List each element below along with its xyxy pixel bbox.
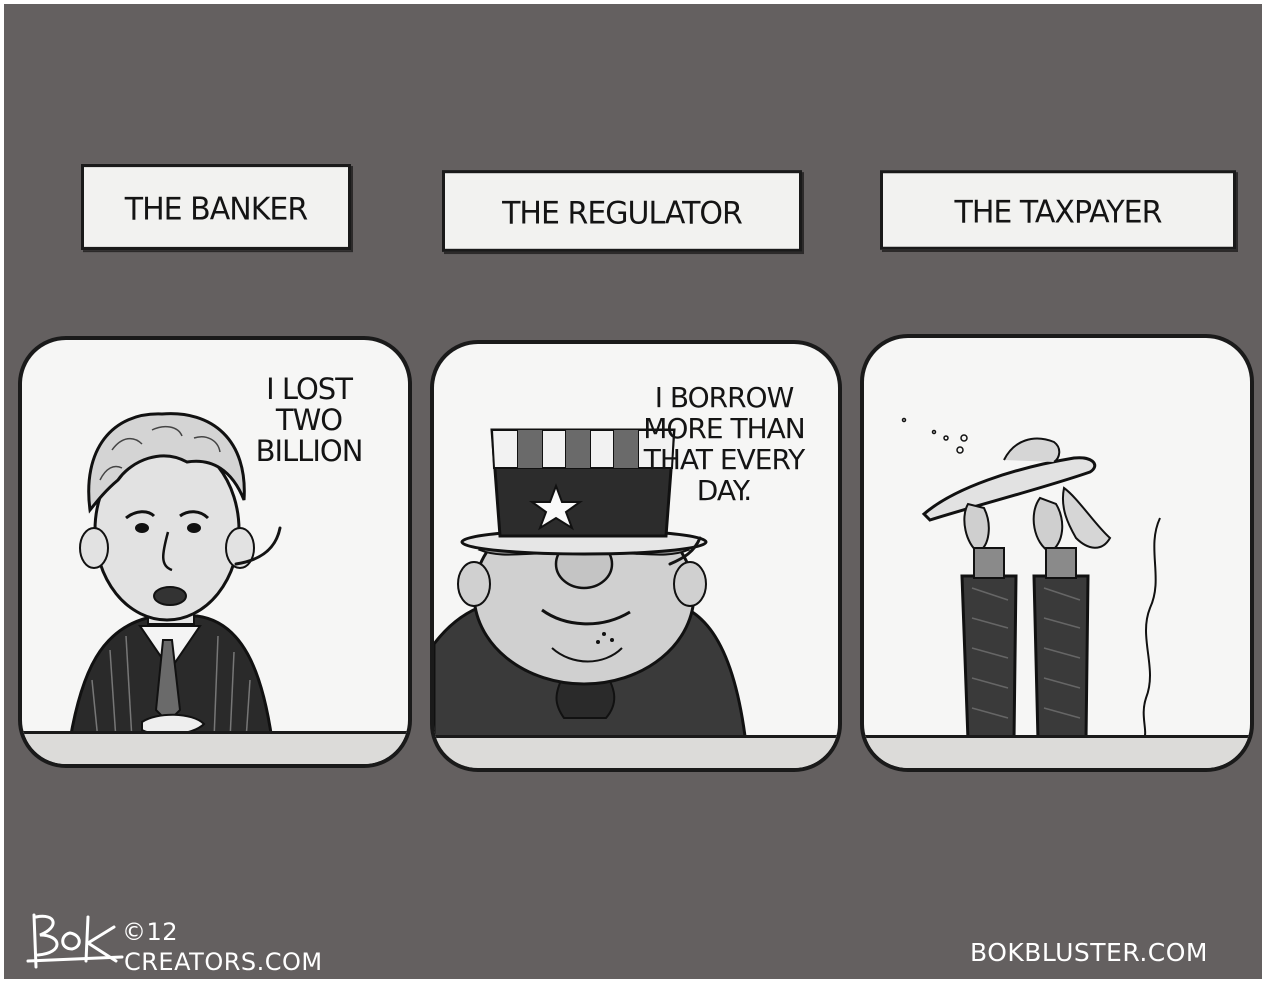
copyright-year: ©12 [122, 918, 179, 946]
speech-line: I BORROW [654, 381, 795, 414]
speech-line: MORE THAN [643, 412, 806, 445]
speech-line: THAT EVERY [643, 443, 805, 476]
desk [22, 731, 408, 764]
speech-line: DAY. [696, 474, 752, 507]
uncle-sam-figure [434, 428, 748, 768]
panel-taxpayer [860, 334, 1254, 772]
speech-tail-banker [234, 526, 282, 566]
panel-banker [18, 336, 412, 768]
website-credit: BOKBLUSTER.COM [970, 938, 1208, 967]
speech-line: BILLION [255, 434, 364, 468]
speech-regulator: I BORROW MORE THAN THAT EVERY DAY. [614, 382, 834, 506]
speech-line: I LOST [266, 372, 353, 406]
artist-signature [26, 913, 124, 969]
desk [864, 735, 1250, 768]
speech-line: TWO [275, 403, 343, 437]
panel-regulator [430, 340, 842, 772]
upside-down-taxpayer-figure [901, 417, 1161, 742]
caption-taxpayer: THE TAXPAYER [880, 170, 1236, 250]
caption-regulator: THE REGULATOR [442, 170, 802, 252]
syndicate-credit: CREATORS.COM [124, 948, 323, 976]
caption-banker: THE BANKER [81, 163, 351, 251]
desk [434, 735, 838, 768]
banker-figure [68, 412, 274, 742]
speech-tail-regulator [668, 536, 702, 566]
speech-banker: I LOST TWO BILLION [224, 374, 394, 467]
